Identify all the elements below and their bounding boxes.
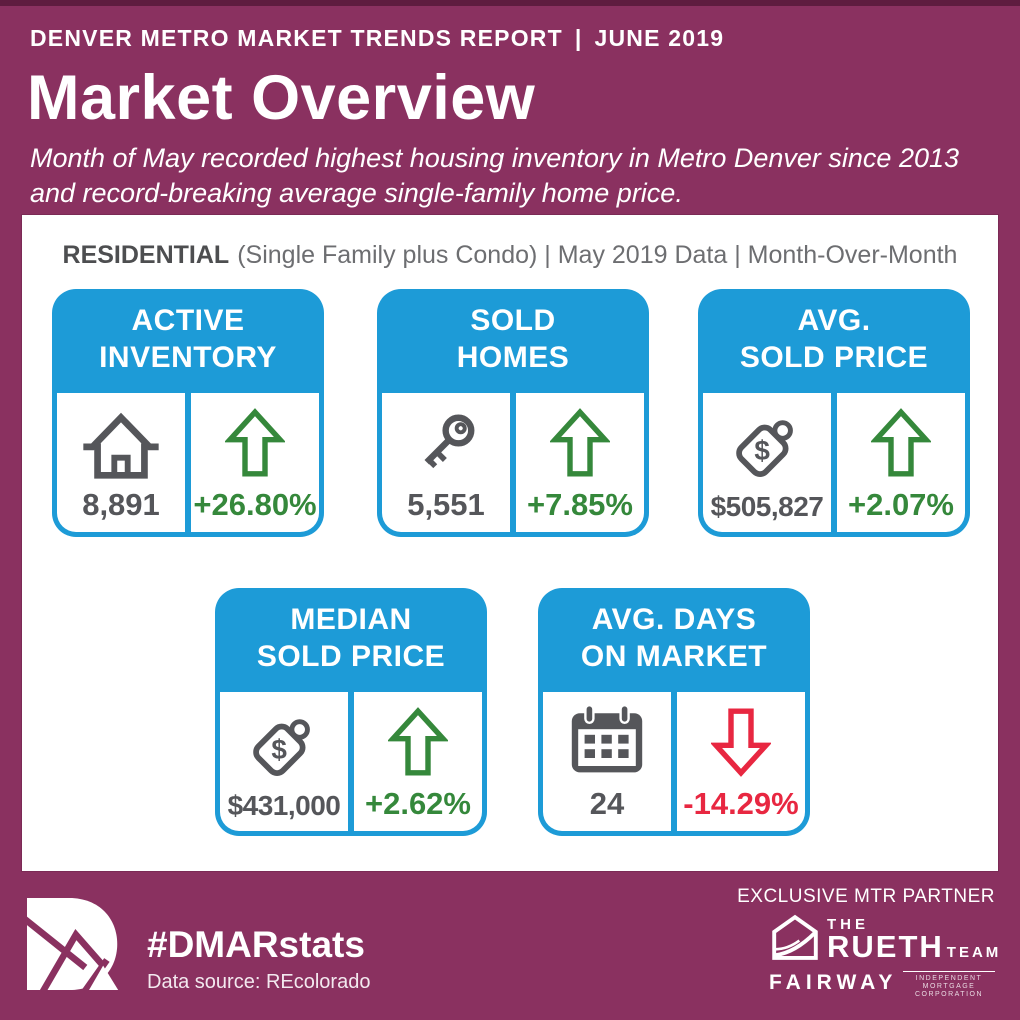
rueth-logo-row: THE RUETH TEAM xyxy=(769,914,998,962)
svg-text:$: $ xyxy=(754,435,770,466)
page-title: Market Overview xyxy=(27,63,536,133)
imc-line3: CORPORATION xyxy=(914,991,984,998)
top-edge-strip xyxy=(0,0,1020,6)
card-cells: 24 -14.29% xyxy=(543,692,805,831)
card-title-line2: INVENTORY xyxy=(99,341,277,374)
segment-line: RESIDENTIAL (Single Family plus Condo) | … xyxy=(22,241,998,270)
stat-change: +26.80% xyxy=(193,487,317,522)
card-avg-sold-price: AVG. SOLD PRICE $ $505,827 xyxy=(698,289,970,537)
change-cell: +7.85% xyxy=(516,393,644,532)
card-title-line1: AVG. xyxy=(797,304,871,337)
card-active-inventory: ACTIVE INVENTORY 8,891 xyxy=(52,289,324,537)
fairway-wordmark: FAIRWAY xyxy=(769,971,898,994)
subtitle-line-2: and record-breaking average single-famil… xyxy=(30,178,683,208)
card-title-line2: ON MARKET xyxy=(580,640,768,673)
house-icon xyxy=(79,393,163,487)
value-cell: 5,551 xyxy=(382,393,510,532)
change-cell: -14.29% xyxy=(677,692,805,831)
dmar-hashtag: #DMARstats xyxy=(147,924,365,965)
card-sold-homes: SOLD HOMES xyxy=(377,289,649,537)
change-cell: +26.80% xyxy=(191,393,319,532)
up-arrow-icon xyxy=(871,393,931,487)
independent-mortgage-corporation: INDEPENDENT MORTGAGE CORPORATION xyxy=(903,971,995,999)
card-title: ACTIVE INVENTORY xyxy=(52,289,324,376)
calendar-icon xyxy=(567,692,647,786)
card-title: AVG. SOLD PRICE xyxy=(698,289,970,376)
rueth-team-fairway-logo: THE RUETH TEAM FAIRWAY INDEPENDENT MORTG… xyxy=(769,914,998,999)
card-title-line1: SOLD xyxy=(470,304,556,337)
fairway-row: FAIRWAY INDEPENDENT MORTGAGE CORPORATION xyxy=(769,971,995,999)
up-arrow-icon xyxy=(388,692,448,786)
card-title: SOLD HOMES xyxy=(377,289,649,376)
card-cells: 8,891 +26.80% xyxy=(57,393,319,532)
stat-change: +2.62% xyxy=(364,786,471,821)
card-title-line2: SOLD PRICE xyxy=(739,341,929,374)
up-arrow-icon xyxy=(550,393,610,487)
imc-line2: MORTGAGE xyxy=(922,983,976,990)
stats-panel: RESIDENTIAL (Single Family plus Condo) | … xyxy=(22,215,998,871)
stat-value: $505,827 xyxy=(710,491,824,522)
card-title-line1: AVG. DAYS xyxy=(591,603,757,636)
rueth-team: TEAM xyxy=(946,944,1002,961)
report-title: DENVER METRO MARKET TRENDS REPORT xyxy=(30,25,563,51)
card-title-line1: MEDIAN xyxy=(290,603,412,636)
up-arrow-icon xyxy=(225,393,285,487)
segment-label: RESIDENTIAL xyxy=(62,241,230,269)
card-title: AVG. DAYS ON MARKET xyxy=(538,588,810,675)
report-header: DENVER METRO MARKET TRENDS REPORT | JUNE… xyxy=(30,25,724,52)
card-title-line1: ACTIVE xyxy=(131,304,245,337)
rueth-main: RUETH TEAM xyxy=(827,929,1002,964)
report-date: JUNE 2019 xyxy=(594,25,725,51)
price-tag-icon: $ xyxy=(243,692,325,790)
card-avg-days-on-market: AVG. DAYS ON MARKET xyxy=(538,588,810,836)
card-cells: $ $431,000 +2.62% xyxy=(220,692,482,831)
stat-change: -14.29% xyxy=(683,786,799,821)
change-cell: +2.07% xyxy=(837,393,965,532)
value-cell: $ $431,000 xyxy=(220,692,348,831)
rueth-house-icon xyxy=(769,914,821,962)
value-cell: $ $505,827 xyxy=(703,393,831,532)
imc-line1: INDEPENDENT xyxy=(915,975,983,982)
stat-change: +7.85% xyxy=(526,487,633,522)
segment-detail: (Single Family plus Condo) | May 2019 Da… xyxy=(237,241,958,269)
subtitle-line-1: Month of May recorded highest housing in… xyxy=(30,143,960,173)
header-separator: | xyxy=(574,25,583,51)
data-source: Data source: REcolorado xyxy=(147,971,371,993)
down-arrow-icon xyxy=(711,692,771,786)
card-cells: $ $505,827 +2.07% xyxy=(703,393,965,532)
stat-value: 5,551 xyxy=(407,487,485,522)
stat-value: 8,891 xyxy=(82,487,160,522)
dmar-logo xyxy=(27,897,121,991)
value-cell: 8,891 xyxy=(57,393,185,532)
stat-change: +2.07% xyxy=(847,487,954,522)
card-cells: 5,551 +7.85% xyxy=(382,393,644,532)
card-title-line2: HOMES xyxy=(456,341,570,374)
stat-value: 24 xyxy=(589,786,625,821)
rueth-text: THE RUETH TEAM xyxy=(827,916,1002,964)
price-tag-icon: $ xyxy=(726,393,808,491)
rueth-name: RUETH xyxy=(827,929,944,964)
stat-value: $431,000 xyxy=(227,790,341,821)
card-median-sold-price: MEDIAN SOLD PRICE $ $431,000 xyxy=(215,588,487,836)
value-cell: 24 xyxy=(543,692,671,831)
svg-text:$: $ xyxy=(271,734,287,765)
subtitle: Month of May recorded highest housing in… xyxy=(30,141,959,211)
key-icon xyxy=(406,393,486,487)
card-title-line2: SOLD PRICE xyxy=(256,640,446,673)
rueth-the: THE xyxy=(827,916,869,933)
partner-label: EXCLUSIVE MTR PARTNER xyxy=(737,886,995,907)
card-title: MEDIAN SOLD PRICE xyxy=(215,588,487,675)
change-cell: +2.62% xyxy=(354,692,482,831)
